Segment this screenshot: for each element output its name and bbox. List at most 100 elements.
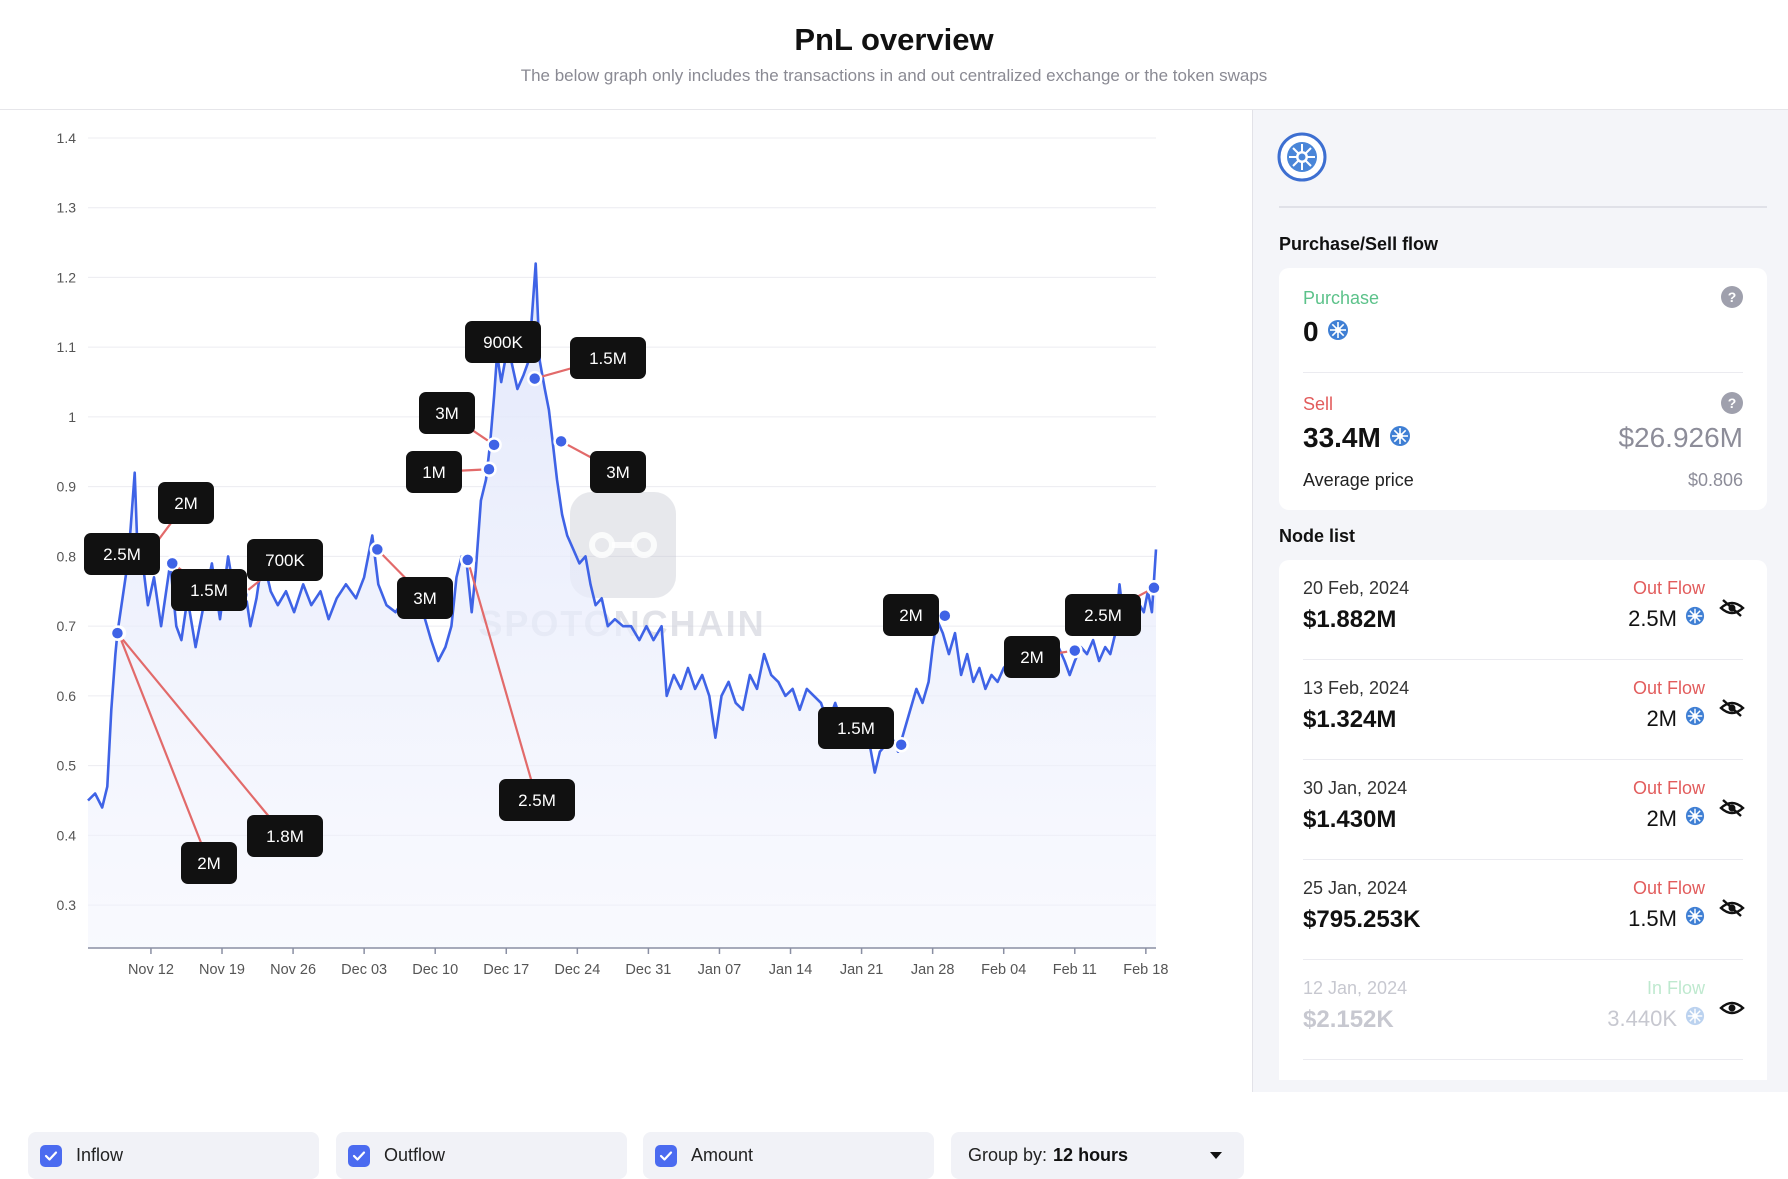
annotation-point[interactable] [893, 736, 909, 753]
help-icon[interactable]: ? [1721, 392, 1743, 414]
divider [1303, 859, 1743, 860]
annotation-point[interactable] [937, 607, 953, 624]
annotation-label[interactable]: 1.5M [570, 337, 646, 379]
annotation-label[interactable]: 1.5M [171, 569, 247, 611]
annotation-text: 1.8M [266, 827, 304, 846]
annotation-box [499, 779, 575, 821]
purchase-sell-title: Purchase/Sell flow [1279, 234, 1439, 254]
annotation-label[interactable]: 2M [1004, 636, 1060, 678]
annotation-label[interactable]: 2.5M [499, 779, 575, 821]
annotation-label[interactable]: 2M [158, 482, 214, 524]
divider [1303, 659, 1743, 660]
node-value: $795.253K [1303, 906, 1421, 933]
help-icon[interactable]: ? [1721, 286, 1743, 308]
groupby-select[interactable]: Group by: 12 hours [951, 1132, 1244, 1179]
node-amount: 1.5M [1628, 906, 1705, 932]
divider [1303, 1059, 1743, 1060]
y-tick-label: 1.2 [57, 269, 77, 285]
node-value: $2.152K [1303, 1006, 1394, 1033]
divider [1303, 372, 1743, 373]
y-tick-label: 0.9 [57, 479, 77, 495]
sell-usd-value: $26.926M [1618, 422, 1743, 453]
annotation-label[interactable]: 2.5M [84, 533, 160, 575]
divider [1303, 759, 1743, 760]
node-item[interactable]: 25 Jan, 2024 $795.253K Out Flow 1.5M [1279, 860, 1767, 960]
annotation-label[interactable]: 1.8M [247, 815, 323, 857]
annotation-text: 2.5M [1084, 606, 1122, 625]
annotation-point[interactable] [553, 433, 569, 450]
annotation-box [171, 569, 247, 611]
annotation-point[interactable] [164, 555, 181, 572]
check-icon [655, 1144, 677, 1167]
purchase-value: 0 [1303, 316, 1349, 348]
annotation-label[interactable]: 2.5M [1065, 594, 1141, 636]
annotation-point[interactable] [481, 461, 497, 477]
annotation-point[interactable] [526, 370, 543, 387]
annotation-label[interactable]: 3M [419, 392, 475, 434]
annotation-box [181, 842, 237, 884]
annotation-text: 3M [435, 404, 459, 423]
annotation-label[interactable]: 2M [181, 842, 237, 884]
caret-down-icon [1210, 1152, 1222, 1159]
annotation-point[interactable] [486, 437, 502, 453]
sell-amount: 33.4M [1303, 422, 1381, 453]
annotation-label[interactable]: 1.5M [818, 707, 894, 749]
annotation-label[interactable]: 2M [883, 594, 939, 636]
node-value: $1.430M [1303, 806, 1397, 833]
node-item[interactable]: 13 Feb, 2024 $1.324M Out Flow 2M [1279, 660, 1767, 760]
annotation-text: 2.5M [518, 791, 556, 810]
annotation-box [158, 482, 214, 524]
purchase-sell-card: Purchase ? 0 Sell ? 33.4M $26.926M Avera… [1279, 268, 1767, 510]
annotation-box [1065, 594, 1141, 636]
series-area [88, 263, 1156, 948]
node-list: 20 Feb, 2024 $1.882M Out Flow 2.5M 13 Fe… [1279, 560, 1767, 1080]
x-tick-label: Feb 04 [981, 962, 1026, 978]
token-logo-icon [1277, 132, 1327, 187]
annotation-label[interactable]: 3M [590, 451, 646, 493]
eye-off-icon[interactable] [1719, 598, 1745, 623]
average-price-label: Average price [1303, 470, 1414, 490]
token-icon [1327, 316, 1349, 348]
node-flow: Out Flow [1632, 778, 1705, 798]
average-price-value: $0.806 [1687, 470, 1743, 490]
node-amount-text: 2.5M [1628, 606, 1677, 631]
amount-label: Amount [691, 1145, 754, 1165]
eye-off-icon[interactable] [1719, 698, 1745, 723]
node-item[interactable]: 20 Feb, 2024 $1.882M Out Flow 2.5M [1279, 560, 1767, 660]
y-tick-label: 1.3 [57, 200, 77, 216]
outflow-checkbox[interactable]: Outflow [336, 1132, 627, 1179]
annotation-point[interactable] [459, 552, 476, 568]
page-header: PnL overview The below graph only includ… [0, 0, 1788, 110]
x-tick-label: Feb 11 [1053, 962, 1097, 978]
annotation-point[interactable] [369, 541, 386, 558]
y-tick-label: 1 [68, 409, 76, 425]
annotation-box [590, 451, 646, 493]
annotation-point[interactable] [109, 625, 126, 641]
amount-checkbox[interactable]: Amount [643, 1132, 934, 1179]
annotation-leader [117, 632, 211, 864]
eye-icon[interactable] [1719, 998, 1745, 1023]
node-flow: Out Flow [1632, 578, 1705, 598]
eye-off-icon[interactable] [1719, 798, 1745, 823]
inflow-checkbox[interactable]: Inflow [28, 1132, 319, 1179]
check-icon [40, 1144, 62, 1167]
side-panel: Purchase/Sell flow Purchase ? 0 Sell ? 3… [1252, 110, 1788, 1092]
x-tick-label: Dec 17 [483, 962, 529, 978]
node-item[interactable]: 12 Jan, 2024 $2.152K In Flow 3.440K [1279, 960, 1767, 1060]
annotation-point[interactable] [1067, 642, 1083, 659]
annotation-text: 2.5M [103, 545, 141, 564]
annotation-label[interactable]: 3M [397, 577, 453, 619]
node-amount: 2.5M [1628, 606, 1705, 632]
annotation-label[interactable]: 700K [247, 539, 323, 581]
annotation-label[interactable]: 900K [465, 321, 541, 363]
annotation-point[interactable] [1146, 580, 1162, 596]
annotation-text: 2M [174, 494, 198, 513]
node-value: $1.882M [1303, 606, 1397, 633]
token-icon [1685, 906, 1705, 932]
node-date: 20 Feb, 2024 [1303, 578, 1410, 598]
eye-off-icon[interactable] [1719, 898, 1745, 923]
annotation-label[interactable]: 1M [406, 451, 462, 493]
node-item[interactable]: 30 Jan, 2024 $1.430M Out Flow 2M [1279, 760, 1767, 860]
annotation-leader [466, 559, 539, 801]
annotation-box [465, 321, 541, 363]
